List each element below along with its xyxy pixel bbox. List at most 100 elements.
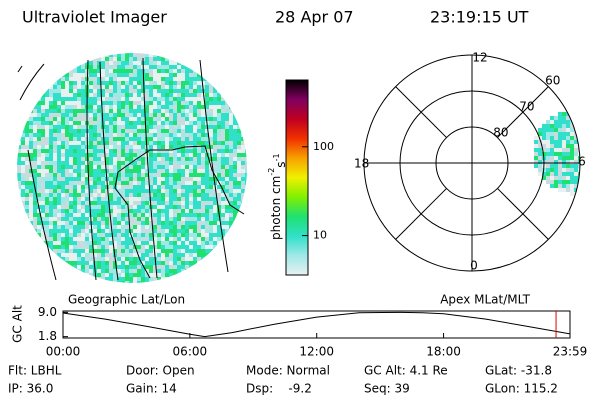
pixel [225, 237, 229, 241]
pixel [113, 261, 117, 265]
pixel [165, 169, 169, 173]
pixel [193, 257, 197, 261]
pixel [101, 201, 105, 205]
pixel [77, 101, 81, 105]
footer-field: GC Alt: 4.1 Re [364, 364, 448, 378]
pixel [121, 53, 125, 57]
pixel [141, 245, 145, 249]
pixel [129, 157, 133, 161]
pixel [209, 141, 213, 145]
pixel [133, 173, 137, 177]
pixel [93, 97, 97, 101]
pixel [57, 85, 61, 89]
pixel [125, 225, 129, 229]
pixel [37, 193, 41, 197]
pixel [77, 229, 81, 233]
pixel [101, 213, 105, 217]
pixel [137, 69, 141, 73]
pixel [21, 189, 25, 193]
pixel [542, 176, 546, 180]
pixel [241, 277, 245, 281]
pixel [237, 85, 241, 89]
pixel [29, 241, 33, 245]
pixel [25, 101, 29, 105]
footer-field: Dsp: -9.2 [246, 382, 312, 396]
pixel [233, 125, 237, 129]
pixel [157, 209, 161, 213]
pixel [233, 85, 237, 89]
pixel [21, 153, 25, 157]
colorbar-tick-label: 10 [313, 229, 327, 242]
pixel [105, 89, 109, 93]
pixel [197, 221, 201, 225]
pixel [109, 133, 113, 137]
pixel [221, 273, 225, 277]
pixel [21, 105, 25, 109]
x-tick-label: 23:59 [553, 345, 588, 359]
pixel [181, 261, 185, 265]
y-tick-label: 1.8 [38, 329, 57, 343]
pixel [149, 193, 153, 197]
pixel [57, 137, 61, 141]
pixel [177, 73, 181, 77]
pixel [241, 93, 245, 97]
pixel [29, 157, 33, 161]
pixel [213, 237, 217, 241]
pixel [77, 109, 81, 113]
pixel [542, 148, 546, 152]
pixel [157, 233, 161, 237]
pixel [209, 169, 213, 173]
pixel [29, 117, 33, 121]
pixel [33, 153, 37, 157]
pixel [97, 109, 101, 113]
pixel [241, 273, 245, 277]
pixel [125, 129, 129, 133]
pixel [193, 109, 197, 113]
pixel [17, 221, 21, 225]
pixel [177, 205, 181, 209]
pixel [57, 89, 61, 93]
pixel [101, 245, 105, 249]
pixel [117, 53, 121, 57]
pixel [189, 265, 193, 269]
pixel [570, 184, 574, 188]
pixel [125, 197, 129, 201]
pixel [81, 69, 85, 73]
pixel [205, 157, 209, 161]
pixel [105, 217, 109, 221]
pixel [29, 145, 33, 149]
pixel [213, 145, 217, 149]
pixel [173, 201, 177, 205]
pixel [213, 273, 217, 277]
pixel [165, 253, 169, 257]
pixel [221, 213, 225, 217]
pixel [81, 161, 85, 165]
pixel [93, 149, 97, 153]
pixel [197, 149, 201, 153]
pixel [546, 168, 550, 172]
pixel [229, 77, 233, 81]
pixel [197, 125, 201, 129]
pixel [229, 61, 233, 65]
pixel [97, 53, 101, 57]
pixel [570, 156, 574, 160]
pixel [49, 273, 53, 277]
pixel [153, 77, 157, 81]
pixel [29, 53, 33, 57]
pixel [169, 233, 173, 237]
pixel [57, 157, 61, 161]
pixel [201, 241, 205, 245]
pixel [157, 269, 161, 273]
pixel [137, 141, 141, 145]
pixel [77, 201, 81, 205]
pixel [217, 233, 221, 237]
pixel [550, 120, 554, 124]
pixel [133, 105, 137, 109]
pixel [229, 113, 233, 117]
pixel [550, 160, 554, 164]
pixel [201, 233, 205, 237]
pixel [109, 101, 113, 105]
pixel [137, 137, 141, 141]
pixel [185, 177, 189, 181]
pixel [225, 149, 229, 153]
